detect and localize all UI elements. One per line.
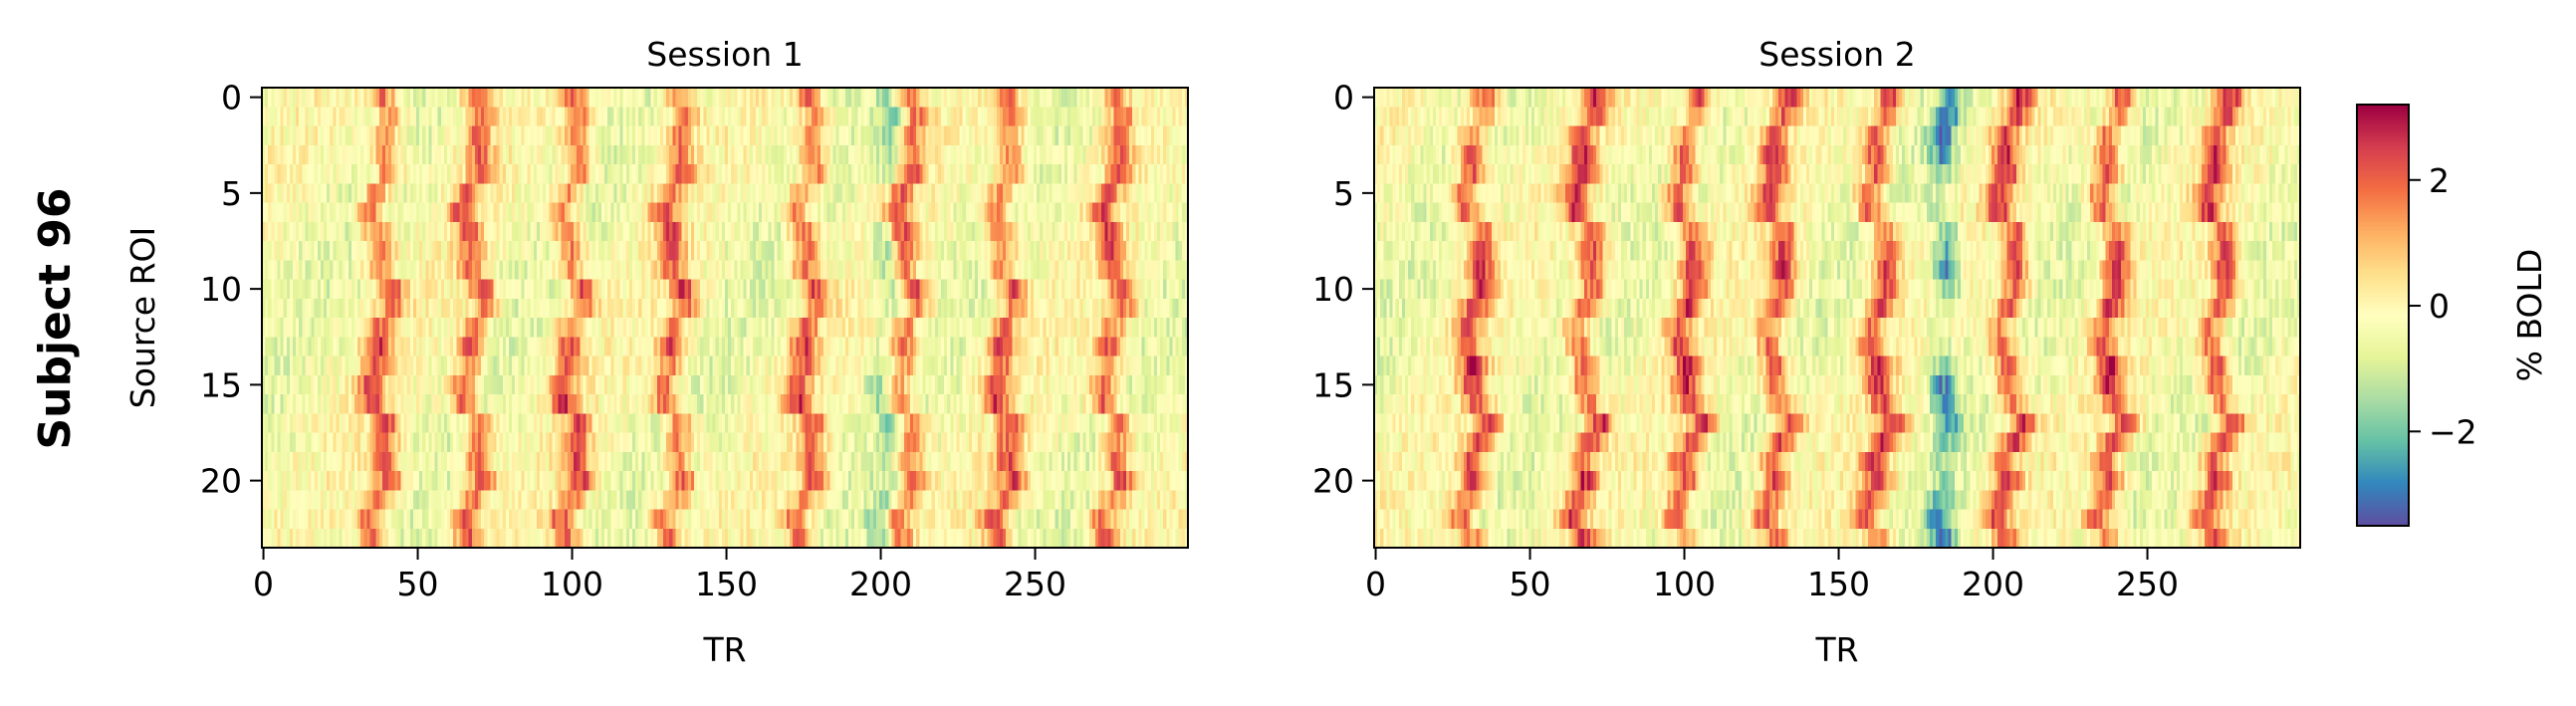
row-label: Subject 96 xyxy=(30,187,81,449)
panel-title: Session 1 xyxy=(646,35,803,74)
y-tick-label: 5 xyxy=(221,174,242,213)
colorbar-frame xyxy=(2356,104,2410,527)
colorbar: −2 0 2 % BOLD xyxy=(2356,104,2549,527)
heatmap-panel-session-2: 0 50 100 150 200 250 0 5 10 15 20 Session 2 TR xyxy=(1312,35,2301,669)
colorbar-tick-label: 2 xyxy=(2429,161,2450,200)
x-tick-label: 150 xyxy=(695,565,758,603)
colorbar-gradient xyxy=(2357,105,2409,526)
x-axis-label: TR xyxy=(702,630,746,669)
y-tick-label: 10 xyxy=(1312,270,1354,309)
colorbar-tick-label: 0 xyxy=(2429,287,2450,326)
heatmap-image xyxy=(262,88,1188,548)
x-tick-label: 250 xyxy=(1004,565,1066,603)
colorbar-tick-label: −2 xyxy=(2429,412,2477,451)
y-tick-label: 20 xyxy=(1312,462,1354,501)
axes-frame xyxy=(1373,87,2301,549)
y-tick-label: 10 xyxy=(200,270,242,309)
y-axis-label: Source ROI xyxy=(123,227,162,408)
x-tick-label: 250 xyxy=(2116,565,2179,603)
x-tick-label: 100 xyxy=(541,565,603,603)
y-tick-label: 5 xyxy=(1333,174,1354,213)
axes-frame xyxy=(261,87,1189,549)
colorbar-label: % BOLD xyxy=(2510,249,2549,382)
panel-title: Session 2 xyxy=(1758,35,1915,74)
x-tick-label: 150 xyxy=(1807,565,1870,603)
x-axis-label: TR xyxy=(1814,630,1858,669)
x-tick-label: 200 xyxy=(1962,565,2024,603)
y-tick-label: 0 xyxy=(1333,79,1354,118)
y-tick-label: 15 xyxy=(1312,365,1354,404)
x-tick-label: 100 xyxy=(1653,565,1716,603)
x-tick-label: 200 xyxy=(849,565,912,603)
y-tick-label: 15 xyxy=(200,365,242,404)
x-tick-label: 0 xyxy=(1365,565,1386,603)
y-tick-label: 0 xyxy=(221,79,242,118)
x-tick-label: 0 xyxy=(253,565,274,603)
heatmap-panel-session-1: 0 50 100 150 200 250 0 5 10 15 20 Session 1 TR Source… xyxy=(123,35,1189,669)
heatmap-image xyxy=(1374,88,2300,548)
x-tick-label: 50 xyxy=(1510,565,1551,603)
y-tick-label: 20 xyxy=(200,462,242,501)
x-tick-label: 50 xyxy=(397,565,439,603)
